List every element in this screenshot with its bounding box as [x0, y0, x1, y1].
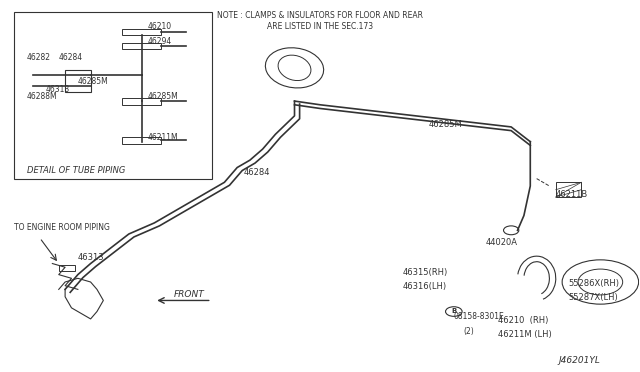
Text: ARE LISTED IN THE SEC.173: ARE LISTED IN THE SEC.173 [267, 22, 373, 31]
Text: FRONT: FRONT [173, 290, 204, 299]
Text: 46211M (LH): 46211M (LH) [499, 330, 552, 339]
Circle shape [562, 260, 639, 304]
Text: 46210: 46210 [148, 22, 172, 31]
Text: 46313: 46313 [46, 85, 70, 94]
FancyBboxPatch shape [122, 98, 161, 105]
Text: 46211B: 46211B [556, 190, 588, 199]
Text: 46284: 46284 [59, 54, 83, 62]
Text: 46288M: 46288M [27, 92, 58, 101]
Text: 08158-8301E: 08158-8301E [454, 312, 504, 321]
Text: B: B [451, 308, 456, 314]
FancyBboxPatch shape [122, 137, 161, 144]
FancyBboxPatch shape [14, 13, 212, 179]
Text: 46211M: 46211M [148, 133, 179, 142]
FancyBboxPatch shape [65, 70, 91, 92]
Text: 46315(RH): 46315(RH) [403, 267, 448, 277]
Ellipse shape [266, 48, 324, 88]
Text: 55286X(RH): 55286X(RH) [568, 279, 620, 288]
Text: 46294: 46294 [148, 37, 172, 46]
Text: 46210  (RH): 46210 (RH) [499, 315, 548, 325]
Circle shape [504, 226, 519, 235]
FancyBboxPatch shape [556, 182, 581, 197]
Text: DETAIL OF TUBE PIPING: DETAIL OF TUBE PIPING [27, 166, 125, 175]
Text: 46284: 46284 [244, 168, 270, 177]
Text: 46285M: 46285M [78, 77, 109, 86]
Text: 46285M: 46285M [428, 120, 462, 129]
Text: 46285M: 46285M [148, 92, 179, 101]
Text: TO ENGINE ROOM PIPING: TO ENGINE ROOM PIPING [14, 223, 110, 232]
FancyBboxPatch shape [122, 43, 161, 49]
Text: J46201YL: J46201YL [559, 356, 600, 365]
Text: 46316(LH): 46316(LH) [403, 282, 447, 291]
Circle shape [445, 307, 462, 316]
FancyBboxPatch shape [122, 29, 161, 35]
Circle shape [578, 269, 623, 295]
Ellipse shape [278, 55, 311, 81]
Text: 44020A: 44020A [486, 238, 518, 247]
Text: 46282: 46282 [27, 54, 51, 62]
FancyBboxPatch shape [59, 265, 75, 271]
Text: 46313: 46313 [78, 253, 104, 262]
Text: 55287X(LH): 55287X(LH) [568, 294, 618, 302]
Text: NOTE : CLAMPS & INSULATORS FOR FLOOR AND REAR: NOTE : CLAMPS & INSULATORS FOR FLOOR AND… [217, 11, 423, 20]
Text: (2): (2) [463, 327, 474, 336]
